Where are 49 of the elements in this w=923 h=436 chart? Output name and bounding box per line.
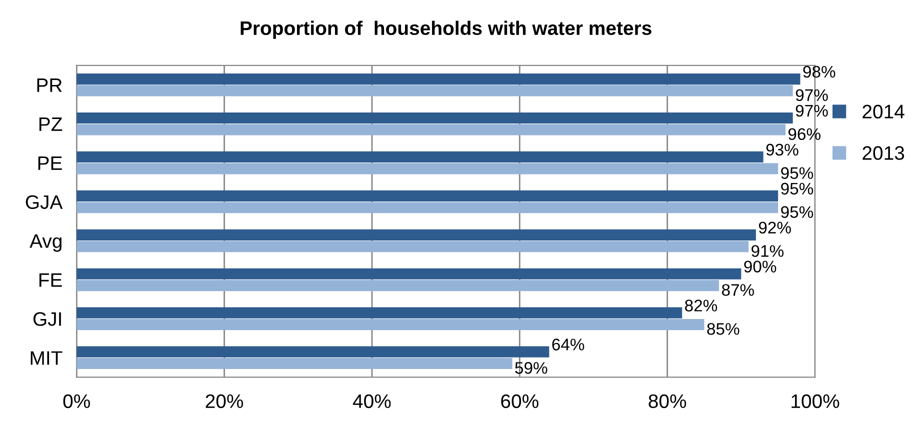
- y-tick-label: GJA: [26, 195, 63, 210]
- bar: [76, 190, 778, 202]
- data-label: 91%: [752, 245, 784, 257]
- y-tick-label: Avg: [30, 234, 62, 252]
- y-tick-label: FE: [39, 273, 62, 287]
- legend-label: 2014: [862, 104, 904, 118]
- x-tick-label: 60%: [501, 394, 538, 408]
- bar: [76, 124, 786, 136]
- bar: [76, 202, 778, 214]
- data-label: 95%: [781, 182, 814, 195]
- legend-label: 2013: [862, 146, 904, 160]
- bar: [76, 280, 720, 292]
- bar: [76, 358, 512, 370]
- y-tick-label: GJI: [33, 312, 61, 326]
- data-label: 95%: [781, 167, 814, 179]
- bar: [76, 229, 756, 240]
- x-tick-label: 0%: [63, 394, 90, 408]
- x-tick-label: 40%: [352, 394, 391, 408]
- x-tick-label: 20%: [206, 394, 244, 408]
- bar: [76, 307, 682, 318]
- data-label: 82%: [685, 300, 718, 312]
- bar: [76, 73, 800, 85]
- y-tick-label: PZ: [39, 118, 62, 131]
- bar: [76, 151, 764, 163]
- data-label: 93%: [766, 144, 798, 156]
- data-label: 64%: [552, 338, 584, 350]
- y-tick-label: PE: [38, 156, 62, 170]
- data-label: 85%: [707, 323, 740, 335]
- x-tick-label: 100%: [792, 394, 840, 408]
- data-label: 92%: [758, 222, 791, 234]
- data-label: 87%: [722, 284, 754, 296]
- data-label: 98%: [803, 66, 836, 78]
- data-label: 90%: [744, 260, 776, 273]
- chart-title: Proportion of households with water meters: [240, 20, 652, 39]
- data-label: 97%: [796, 89, 828, 102]
- y-tick-label: PR: [37, 78, 62, 92]
- y-tick-label: MIT: [30, 351, 62, 365]
- data-label: 96%: [788, 128, 820, 140]
- data-label: 95%: [781, 206, 814, 218]
- bar: [76, 268, 742, 280]
- bar: [76, 318, 704, 330]
- bar: [76, 85, 793, 96]
- bar: [76, 163, 778, 174]
- bar: [76, 346, 550, 358]
- bar: [76, 241, 749, 252]
- x-tick-label: 80%: [648, 394, 686, 408]
- data-label: 97%: [796, 104, 828, 117]
- bar: [76, 112, 793, 124]
- data-label: 59%: [515, 362, 548, 374]
